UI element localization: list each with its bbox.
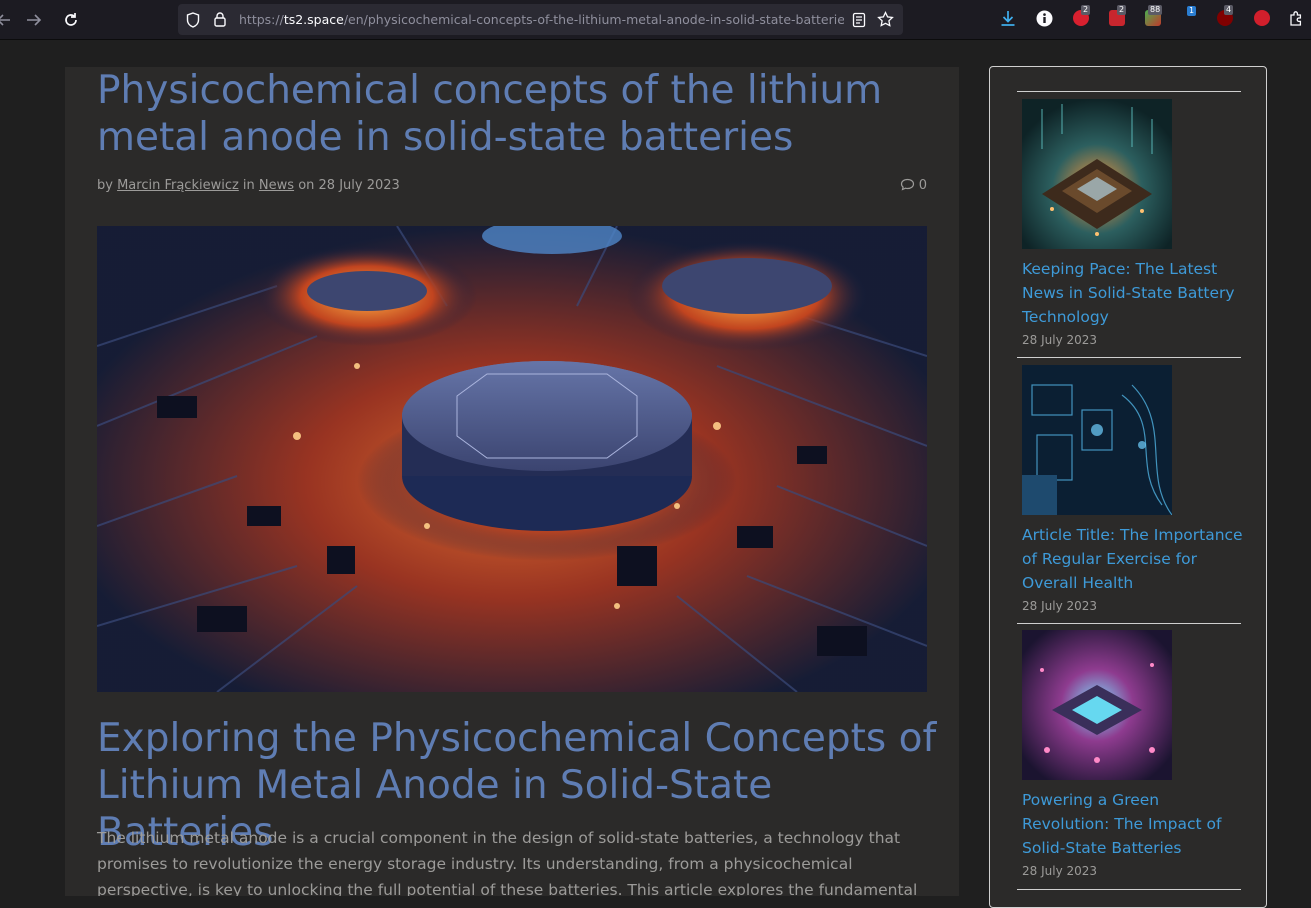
forward-icon[interactable] [22, 8, 46, 32]
sidebar-post-thumbnail[interactable] [1022, 365, 1172, 515]
sidebar-post: Article Title: The Importance of Regular… [1022, 365, 1247, 613]
sidebar-divider [1017, 623, 1241, 624]
sidebar-recent-posts: Keeping Pace: The Latest News in Solid-S… [989, 66, 1267, 908]
section-heading: Exploring the Physicochemical Concepts o… [97, 716, 937, 855]
sidebar-divider [1017, 91, 1241, 92]
sidebar-post: Powering a Green Revolution: The Impact … [1022, 630, 1247, 878]
category-link[interactable]: News [258, 178, 295, 193]
grid-badge: 88 [1148, 5, 1163, 15]
ublock-badge: 4 [1224, 5, 1234, 15]
sidebar-post-thumbnail[interactable] [1022, 99, 1172, 249]
url-bar[interactable]: https://ts2.space/en/physicochemical-con… [178, 4, 903, 35]
tracking-shield-icon[interactable] [186, 12, 200, 32]
sidebar-post-title-link[interactable]: Article Title: The Importance of Regular… [1022, 526, 1243, 592]
reload-icon[interactable] [59, 8, 83, 32]
hero-image [97, 226, 927, 692]
lock-icon[interactable] [213, 11, 227, 31]
adblock-badge: 2 [1081, 5, 1091, 15]
mail-badge: 2 [1117, 5, 1127, 15]
article-intro: The lithium metal anode is a crucial com… [97, 829, 918, 896]
info-extension-icon[interactable] [1036, 10, 1053, 31]
comment-count: 0 [918, 178, 927, 193]
page-title: Physicochemical concepts of the lithium … [97, 68, 883, 160]
sidebar-post: Keeping Pace: The Latest News in Solid-S… [1022, 99, 1247, 347]
comment-bubble-icon [900, 178, 919, 193]
author-link[interactable]: Marcin Frąckiewicz [117, 178, 239, 193]
url-text[interactable]: https://ts2.space/en/physicochemical-con… [239, 4, 844, 35]
sidebar-divider [1017, 357, 1241, 358]
article-container: Physicochemical concepts of the lithium … [65, 67, 959, 896]
sidebar-post-date: 28 July 2023 [1022, 864, 1098, 878]
b-extension-icon[interactable] [1254, 10, 1270, 26]
extensions-puzzle-icon[interactable] [1288, 10, 1305, 31]
sidebar-post-date: 28 July 2023 [1022, 599, 1098, 613]
url-scheme: https:// [239, 12, 284, 27]
post-date: on 28 July 2023 [294, 178, 400, 193]
reader-view-icon[interactable] [852, 12, 866, 32]
comments-link[interactable]: 0 [900, 178, 927, 193]
blue-extension-icon[interactable]: 1 [1187, 6, 1197, 16]
sidebar-post-title-link[interactable]: Keeping Pace: The Latest News in Solid-S… [1022, 260, 1235, 326]
sidebar-post-title-link[interactable]: Powering a Green Revolution: The Impact … [1022, 791, 1222, 857]
sidebar-post-thumbnail[interactable] [1022, 630, 1172, 780]
download-icon[interactable] [1000, 10, 1016, 31]
byline-in-label: in [238, 178, 259, 193]
back-icon[interactable] [0, 8, 16, 32]
byline-by-label: by [97, 178, 118, 193]
browser-toolbar: https://ts2.space/en/physicochemical-con… [0, 0, 1311, 40]
sidebar-divider [1017, 889, 1241, 890]
byline: by Marcin Frąckiewicz in News on 28 July… [97, 178, 400, 193]
url-path: /en/physicochemical-concepts-of-the-lith… [343, 12, 844, 27]
sidebar-post-date: 28 July 2023 [1022, 333, 1098, 347]
bookmark-star-icon[interactable] [877, 10, 894, 32]
url-host: ts2.space [283, 12, 344, 27]
